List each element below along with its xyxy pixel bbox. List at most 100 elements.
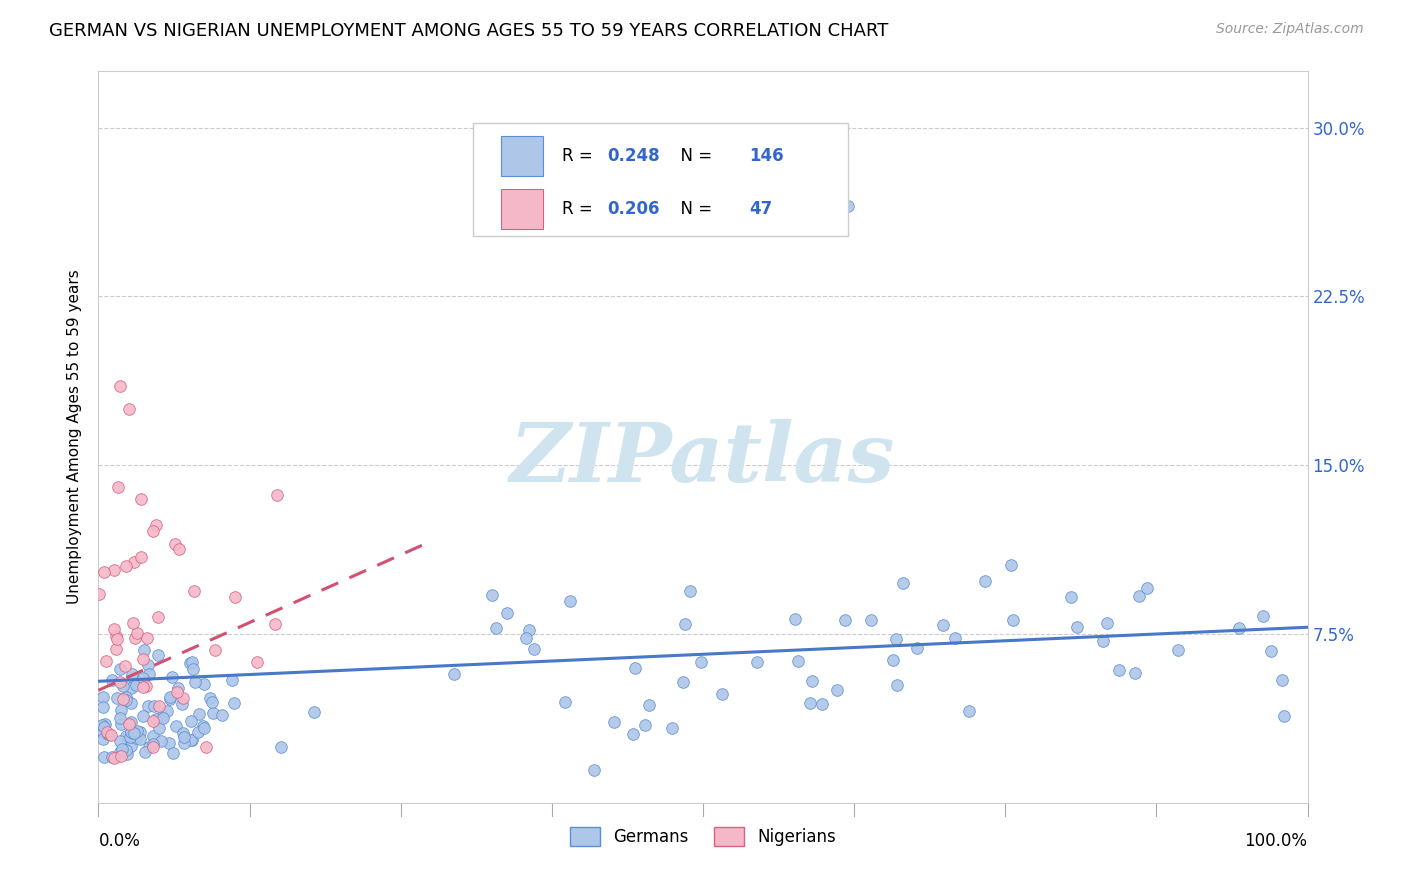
Point	[172, 697, 194, 711]
FancyBboxPatch shape	[474, 122, 848, 235]
Point	[202, 706, 225, 721]
Point	[142, 729, 165, 743]
Text: ZIPatlas: ZIPatlas	[510, 419, 896, 499]
Point	[886, 678, 908, 692]
Point	[114, 558, 136, 573]
Point	[859, 613, 882, 627]
Point	[224, 590, 246, 604]
Point	[148, 721, 170, 735]
Point	[905, 641, 928, 656]
Point	[673, 616, 696, 631]
Point	[120, 681, 142, 695]
Point	[690, 655, 713, 669]
Point	[129, 550, 152, 565]
Point	[101, 750, 124, 764]
Point	[179, 657, 201, 671]
Point	[110, 749, 132, 764]
Point	[122, 726, 145, 740]
Point	[91, 725, 114, 739]
Point	[603, 715, 626, 730]
Point	[132, 708, 155, 723]
Point	[125, 678, 148, 692]
Point	[180, 714, 202, 729]
Point	[107, 480, 129, 494]
Point	[621, 726, 644, 740]
Point	[1274, 709, 1296, 723]
Point	[112, 692, 135, 706]
Point	[302, 705, 325, 719]
Point	[1000, 558, 1022, 572]
Point	[891, 576, 914, 591]
Point	[1271, 673, 1294, 687]
Point	[157, 736, 180, 750]
Point	[146, 610, 169, 624]
Text: 0.206: 0.206	[607, 200, 659, 218]
Point	[800, 673, 823, 688]
Point	[108, 710, 131, 724]
Point	[108, 662, 131, 676]
Point	[108, 675, 131, 690]
Point	[150, 734, 173, 748]
Text: R =: R =	[561, 200, 598, 218]
Point	[783, 612, 806, 626]
Point	[515, 631, 537, 645]
Point	[145, 518, 167, 533]
Point	[1095, 616, 1118, 631]
Point	[201, 695, 224, 709]
Point	[120, 714, 142, 729]
Point	[142, 714, 165, 728]
Point	[100, 673, 122, 687]
Point	[173, 730, 195, 744]
Point	[131, 680, 153, 694]
Point	[1060, 591, 1083, 605]
Point	[193, 721, 215, 735]
Text: 146: 146	[749, 147, 783, 165]
Point	[117, 747, 139, 762]
Point	[142, 737, 165, 751]
Point	[932, 618, 955, 632]
Point	[122, 555, 145, 569]
Point	[1167, 643, 1189, 657]
Point	[882, 653, 904, 667]
Point	[661, 721, 683, 735]
Point	[811, 697, 834, 711]
Point	[671, 675, 693, 690]
Point	[787, 654, 810, 668]
Point	[180, 655, 202, 669]
Point	[104, 642, 127, 657]
Point	[118, 717, 141, 731]
Point	[142, 524, 165, 538]
Point	[125, 723, 148, 738]
Point	[1253, 608, 1275, 623]
Point	[554, 695, 576, 709]
Point	[146, 648, 169, 663]
Point	[1066, 620, 1088, 634]
Point	[159, 690, 181, 704]
Point	[623, 660, 645, 674]
Point	[105, 632, 128, 646]
Point	[120, 724, 142, 739]
Point	[110, 703, 132, 717]
Point	[100, 728, 122, 742]
Point	[90, 718, 112, 732]
Point	[136, 657, 159, 672]
Point	[181, 732, 204, 747]
Point	[181, 662, 204, 676]
Text: 0.0%: 0.0%	[98, 832, 141, 850]
Point	[200, 691, 222, 706]
Point	[183, 584, 205, 599]
Text: Source: ZipAtlas.com: Source: ZipAtlas.com	[1216, 22, 1364, 37]
Text: R =: R =	[561, 147, 598, 165]
Point	[519, 623, 541, 637]
Point	[173, 736, 195, 750]
Point	[443, 667, 465, 681]
Point	[1123, 666, 1146, 681]
Point	[187, 725, 209, 739]
Point	[558, 593, 581, 607]
Point	[94, 717, 117, 731]
Point	[97, 727, 120, 741]
Point	[108, 379, 131, 393]
FancyBboxPatch shape	[501, 189, 543, 229]
Point	[183, 675, 205, 690]
Point	[1136, 581, 1159, 595]
